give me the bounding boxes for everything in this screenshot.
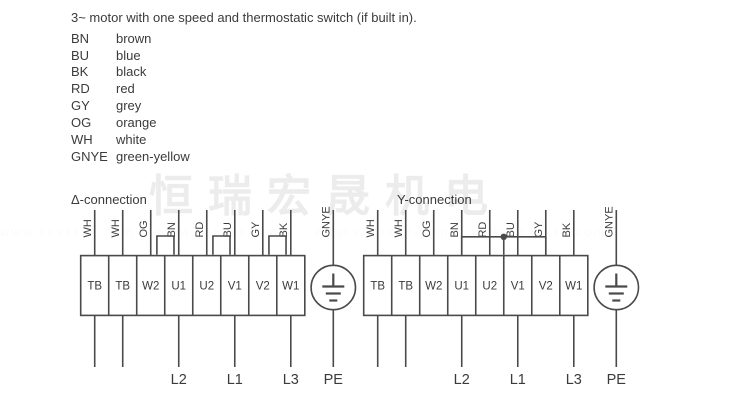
svg-text:BU: BU <box>505 222 517 237</box>
svg-text:PE: PE <box>607 372 627 388</box>
svg-text:L2: L2 <box>454 372 470 388</box>
svg-text:GY: GY <box>250 221 262 238</box>
svg-text:V2: V2 <box>256 281 270 293</box>
svg-text:V1: V1 <box>511 281 525 293</box>
svg-text:W2: W2 <box>425 281 442 293</box>
svg-text:U1: U1 <box>454 281 469 293</box>
svg-text:TB: TB <box>87 281 102 293</box>
svg-text:BN: BN <box>166 222 178 237</box>
svg-text:GNYE: GNYE <box>321 206 333 237</box>
svg-text:TB: TB <box>370 281 385 293</box>
svg-text:W2: W2 <box>142 281 159 293</box>
svg-text:OG: OG <box>138 220 150 237</box>
svg-text:V1: V1 <box>228 281 242 293</box>
svg-text:V2: V2 <box>539 281 553 293</box>
svg-text:RD: RD <box>477 222 489 238</box>
svg-text:WH: WH <box>365 219 377 237</box>
svg-text:WH: WH <box>110 219 122 237</box>
svg-text:L3: L3 <box>566 372 582 388</box>
svg-text:L1: L1 <box>510 372 526 388</box>
svg-text:PE: PE <box>324 372 344 388</box>
svg-text:TB: TB <box>398 281 413 293</box>
svg-text:BK: BK <box>561 222 573 237</box>
svg-text:L3: L3 <box>283 372 299 388</box>
svg-text:WH: WH <box>393 219 405 237</box>
svg-text:W1: W1 <box>282 281 299 293</box>
svg-text:U1: U1 <box>171 281 186 293</box>
svg-text:RD: RD <box>194 222 206 238</box>
svg-text:OG: OG <box>421 220 433 237</box>
svg-text:U2: U2 <box>482 281 497 293</box>
svg-text:W1: W1 <box>565 281 582 293</box>
svg-text:BN: BN <box>449 222 461 237</box>
svg-text:WH: WH <box>82 219 94 237</box>
svg-text:BK: BK <box>278 222 290 237</box>
svg-text:GY: GY <box>533 221 545 238</box>
svg-text:TB: TB <box>115 281 130 293</box>
svg-text:U2: U2 <box>199 281 214 293</box>
svg-text:BU: BU <box>222 222 234 237</box>
svg-text:L2: L2 <box>171 372 187 388</box>
svg-text:L1: L1 <box>227 372 243 388</box>
svg-text:GNYE: GNYE <box>604 206 616 237</box>
